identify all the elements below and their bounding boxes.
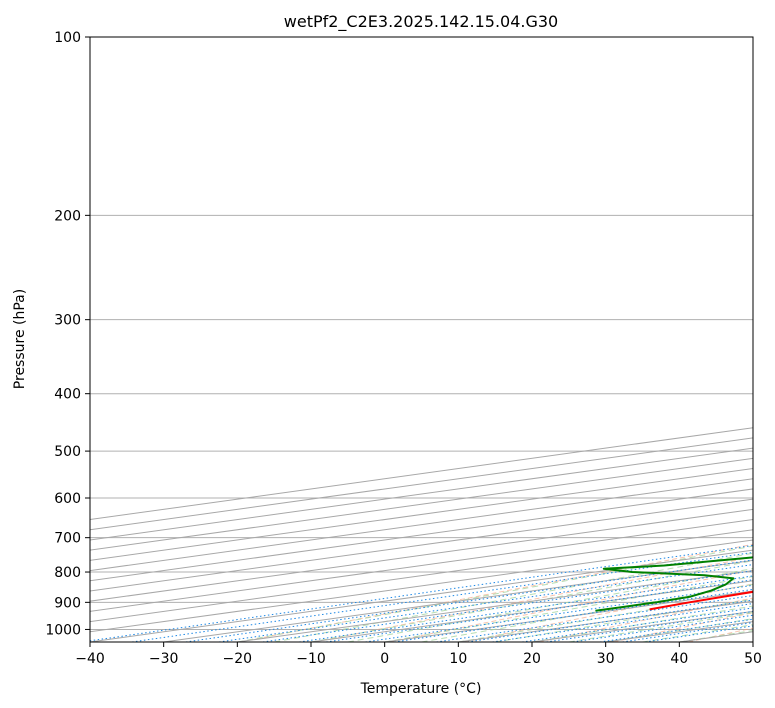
mixing-ratio-line [522, 607, 753, 642]
mixing-ratio-line [90, 544, 753, 642]
plot-frame [89, 36, 754, 643]
mixing-ratio-line [131, 551, 753, 642]
x-tick-label: 20 [523, 651, 541, 667]
y-tick-label: 500 [54, 444, 81, 460]
profile-line-3 [595, 556, 753, 612]
x-tick-label: −40 [75, 651, 105, 667]
x-tick-label: 30 [597, 651, 615, 667]
y-tick-label: 900 [54, 595, 81, 611]
axes: −40 −30 −20 −10 0 10 20 30 40 50 100 200 300 400 500 60… [45, 30, 762, 667]
mixing-ratio-line [572, 614, 753, 642]
y-tick-label: 1000 [45, 622, 81, 638]
y-tick-label: 300 [54, 313, 81, 329]
moist-adiabat [384, 576, 753, 642]
y-tick-label: 400 [54, 387, 81, 403]
x-tick-label: 0 [380, 651, 389, 667]
isotherm [90, 468, 753, 561]
isotherm [90, 529, 753, 623]
chart-title: wetPf2_C2E3.2025.142.15.04.G30 [284, 12, 558, 32]
mixing-ratio-line [467, 599, 753, 642]
mixing-ratio-line [546, 610, 753, 642]
x-tick-label: 10 [449, 651, 467, 667]
isotherm [90, 478, 753, 572]
dry-adiabat [538, 597, 753, 642]
isotherm [90, 539, 753, 633]
y-tick-label: 600 [54, 491, 81, 507]
x-tick-label: 40 [670, 651, 688, 667]
mixing-ratio-line [492, 603, 753, 642]
moist-adiabat [347, 568, 753, 642]
y-tick-label: 200 [54, 208, 81, 224]
y-tick-label: 700 [54, 531, 81, 547]
x-tick-label: −10 [296, 651, 326, 667]
moist-adiabat [237, 545, 753, 642]
isotherm [90, 488, 753, 582]
y-axis-label: Pressure (hPa) [12, 289, 28, 389]
x-tick-label: −20 [223, 651, 253, 667]
moist-adiabat [274, 552, 753, 642]
isotherm [90, 498, 753, 592]
isotherm [90, 508, 753, 602]
y-tick-label: 800 [54, 565, 81, 581]
mixing-ratio-line [185, 559, 753, 642]
x-axis-label: Temperature (°C) [360, 681, 482, 697]
y-tick-label: 100 [54, 30, 81, 46]
x-tick-label: 50 [744, 651, 762, 667]
x-tick-label: −30 [149, 651, 179, 667]
isotherm [90, 519, 753, 612]
dry-adiabat [314, 556, 753, 642]
isotherm [90, 457, 753, 551]
profile-lines [595, 556, 753, 612]
